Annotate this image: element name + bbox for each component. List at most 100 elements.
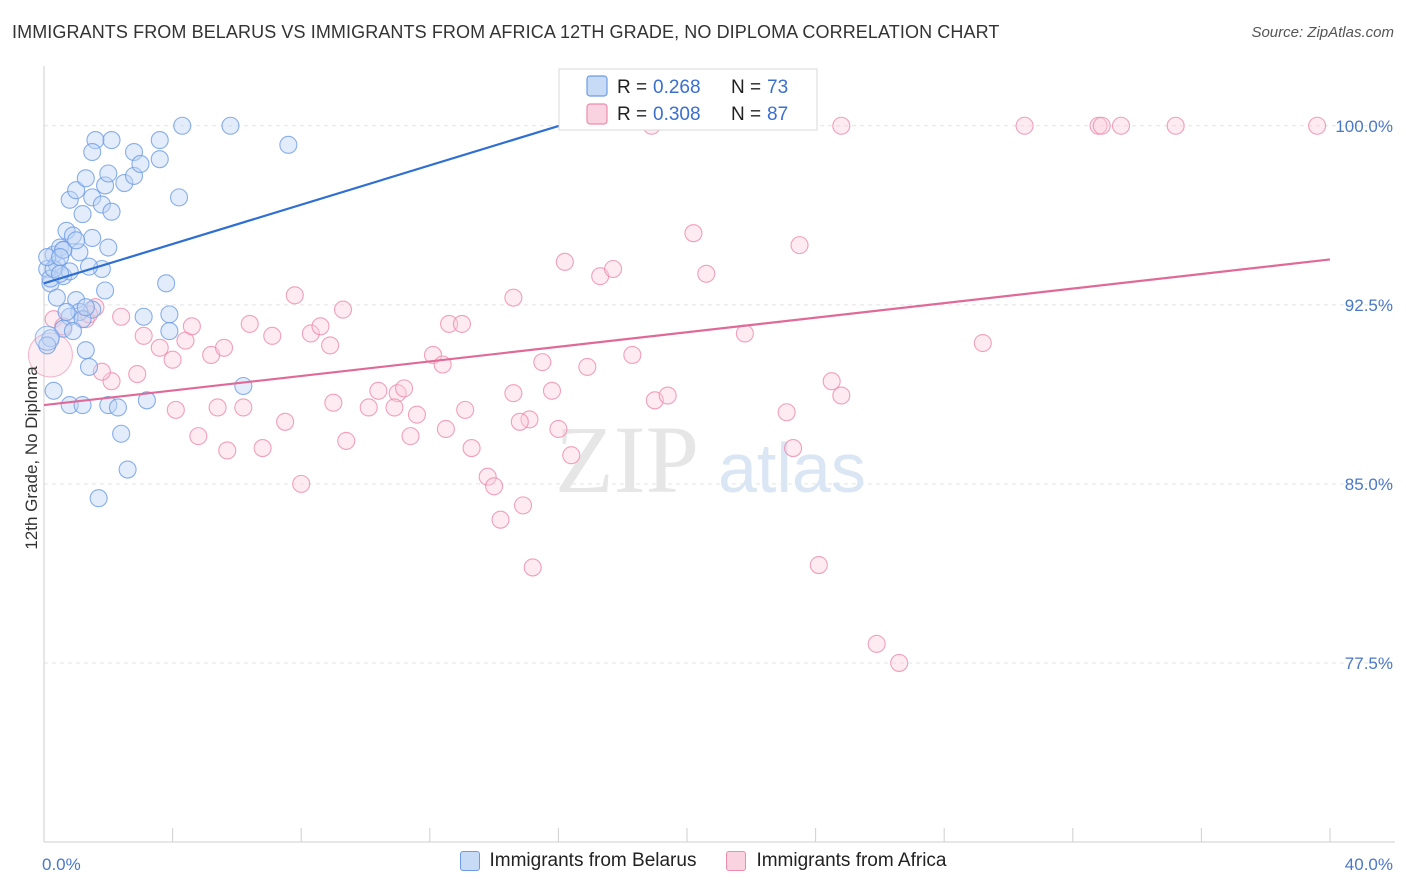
belarus-point-70 xyxy=(76,298,95,317)
belarus-point-14 xyxy=(60,190,79,209)
africa-point-38 xyxy=(485,477,504,496)
source-label: Source: ZipAtlas.com xyxy=(1251,24,1394,41)
africa-point-56 xyxy=(697,264,716,283)
africa-point-7 xyxy=(128,364,147,384)
africa-point-61 xyxy=(822,372,841,391)
y-tick-label-3: 77.5% xyxy=(1345,654,1393,673)
africa-point-6 xyxy=(134,326,153,345)
africa-point-84 xyxy=(1111,116,1131,135)
africa-point-32 xyxy=(423,345,443,365)
africa-point-44 xyxy=(542,381,562,400)
series-legend-belarus: Immigrants from Belarus xyxy=(459,850,697,872)
africa-point-76 xyxy=(276,412,295,431)
africa-point-19 xyxy=(301,324,320,343)
belarus-point-28 xyxy=(102,131,121,150)
belarus-point-33 xyxy=(169,188,189,207)
series-legend: Immigrants from Belarus Immigrants from … xyxy=(0,850,1406,872)
legend-n-value-africa: 87 xyxy=(767,104,788,125)
africa-point-68 xyxy=(973,333,992,353)
belarus-point-18 xyxy=(83,188,102,207)
legend-r-label-africa: R = xyxy=(617,104,647,125)
belarus-point-39 xyxy=(99,238,118,257)
series-swatch-belarus xyxy=(459,851,480,871)
africa-point-83 xyxy=(1092,116,1111,135)
africa-point-77 xyxy=(324,393,343,412)
belarus-point-large xyxy=(34,325,60,351)
belarus-point-32 xyxy=(150,150,169,169)
africa-point-39 xyxy=(491,510,510,529)
legend-r-value-africa: 0.308 xyxy=(653,104,701,125)
africa-point-45 xyxy=(549,419,568,439)
belarus-point-67 xyxy=(89,489,108,508)
series-label-belarus: Immigrants from Belarus xyxy=(489,850,697,871)
belarus-point-19 xyxy=(92,195,111,214)
africa-point-5 xyxy=(112,307,131,326)
belarus-point-63 xyxy=(137,391,156,410)
legend-r-value-belarus: 0.268 xyxy=(653,77,701,98)
belarus-point-25 xyxy=(99,164,118,183)
africa-point-31 xyxy=(440,314,459,333)
belarus-points xyxy=(34,116,298,508)
africa-point-35 xyxy=(456,400,475,419)
belarus-point-66 xyxy=(118,460,137,479)
africa-point-23 xyxy=(369,381,388,400)
africa-point-52 xyxy=(623,345,642,365)
belarus-point-58 xyxy=(44,381,63,400)
legend-swatch-belarus xyxy=(586,75,608,97)
africa-point-80 xyxy=(832,116,851,135)
series-label-africa: Immigrants from Africa xyxy=(756,850,947,871)
africa-point-64 xyxy=(867,634,886,653)
africa-point-54 xyxy=(658,386,677,405)
africa-point-60 xyxy=(777,403,796,422)
belarus-point-23 xyxy=(96,176,115,195)
belarus-point-72 xyxy=(57,302,76,322)
belarus-point-42 xyxy=(96,281,115,300)
belarus-point-65 xyxy=(112,424,131,443)
africa-point-36 xyxy=(462,439,481,458)
africa-point-72 xyxy=(189,427,208,446)
x-tick-min: 0.0% xyxy=(42,855,81,874)
africa-point-10 xyxy=(150,338,169,357)
africa-point-59 xyxy=(790,236,809,255)
belarus-point-13 xyxy=(70,243,89,262)
africa-point-22 xyxy=(333,300,353,319)
belarus-point-36 xyxy=(279,135,298,154)
africa-point-42 xyxy=(510,412,529,431)
africa-point-29 xyxy=(436,419,455,439)
africa-point-50 xyxy=(555,252,574,271)
belarus-point-43 xyxy=(67,290,86,310)
africa-point-57 xyxy=(735,324,754,343)
belarus-point-21 xyxy=(115,174,134,193)
africa-point-28 xyxy=(407,405,426,424)
belarus-point-50 xyxy=(134,307,153,326)
belarus-point-35 xyxy=(221,116,240,135)
belarus-point-69 xyxy=(51,248,70,267)
y-tick-labels: 100.0% 92.5% 85.0% 77.5% xyxy=(1335,117,1393,673)
y-tick-label-1: 92.5% xyxy=(1345,296,1393,315)
africa-point-65 xyxy=(890,653,909,672)
x-tick-max: 40.0% xyxy=(1345,855,1393,874)
africa-point-11 xyxy=(163,350,182,369)
belarus-point-55 xyxy=(79,357,99,376)
belarus-point-64 xyxy=(234,376,253,396)
y-tick-label-2: 85.0% xyxy=(1345,475,1393,494)
africa-point-58 xyxy=(784,439,803,458)
belarus-point-51 xyxy=(160,305,179,324)
belarus-point-53 xyxy=(160,322,179,341)
africa-point-49 xyxy=(604,259,623,279)
africa-point-46 xyxy=(562,446,581,465)
belarus-point-24 xyxy=(83,228,102,248)
africa-point-74 xyxy=(208,398,227,417)
africa-point-85 xyxy=(1166,116,1185,135)
africa-point-43 xyxy=(533,353,552,372)
africa-point-66 xyxy=(513,496,533,515)
africa-point-75 xyxy=(234,398,253,417)
belarus-point-4 xyxy=(51,238,70,257)
africa-point-30 xyxy=(401,427,420,446)
belarus-point-47 xyxy=(73,310,92,329)
africa-point-15 xyxy=(214,338,234,357)
africa-point-69 xyxy=(253,439,272,458)
africa-point-37 xyxy=(478,467,497,486)
belarus-point-62 xyxy=(108,398,127,417)
chart-title: IMMIGRANTS FROM BELARUS VS IMMIGRANTS FR… xyxy=(12,22,1000,42)
